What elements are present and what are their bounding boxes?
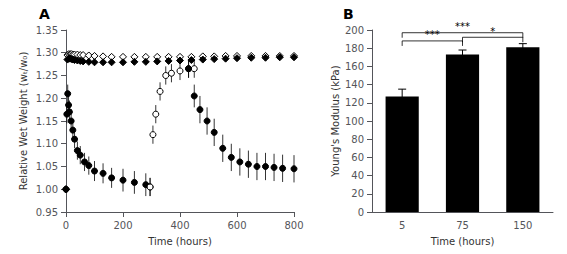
svg-text:1.25: 1.25: [36, 70, 58, 81]
svg-text:1.10: 1.10: [36, 138, 58, 149]
svg-text:0: 0: [358, 207, 364, 218]
svg-text:75: 75: [456, 220, 469, 231]
svg-text:600: 600: [227, 220, 246, 231]
svg-text:200: 200: [113, 220, 132, 231]
svg-text:***: ***: [425, 29, 440, 40]
svg-text:200: 200: [345, 25, 364, 36]
svg-text:120: 120: [345, 97, 364, 108]
svg-text:Young's Modulus (kPa): Young's Modulus (kPa): [330, 65, 341, 177]
svg-text:60: 60: [351, 152, 364, 163]
svg-text:80: 80: [351, 134, 364, 145]
svg-text:Time (hours): Time (hours): [430, 236, 495, 247]
svg-text:1.30: 1.30: [36, 47, 58, 58]
svg-text:*: *: [490, 26, 495, 37]
svg-text:1.05: 1.05: [36, 161, 58, 172]
svg-text:150: 150: [513, 220, 532, 231]
svg-text:0.95: 0.95: [36, 207, 58, 218]
svg-text:B: B: [343, 6, 354, 22]
svg-text:A: A: [39, 6, 50, 22]
svg-text:180: 180: [345, 43, 364, 54]
svg-text:5: 5: [399, 220, 405, 231]
svg-text:400: 400: [170, 220, 189, 231]
svg-text:100: 100: [345, 116, 364, 127]
svg-text:1.20: 1.20: [36, 93, 58, 104]
svg-text:1.35: 1.35: [36, 25, 58, 36]
svg-text:***: ***: [455, 21, 470, 32]
svg-text:1.00: 1.00: [36, 184, 58, 195]
svg-text:Time (hours): Time (hours): [147, 236, 212, 247]
svg-text:1.15: 1.15: [36, 116, 58, 127]
svg-text:20: 20: [351, 188, 364, 199]
svg-text:160: 160: [345, 61, 364, 72]
svg-text:140: 140: [345, 79, 364, 90]
svg-text:Relative Wet Weight (wₜ/w₀): Relative Wet Weight (wₜ/w₀): [18, 52, 29, 191]
svg-text:800: 800: [284, 220, 303, 231]
svg-text:0: 0: [63, 220, 69, 231]
svg-text:40: 40: [351, 170, 364, 181]
